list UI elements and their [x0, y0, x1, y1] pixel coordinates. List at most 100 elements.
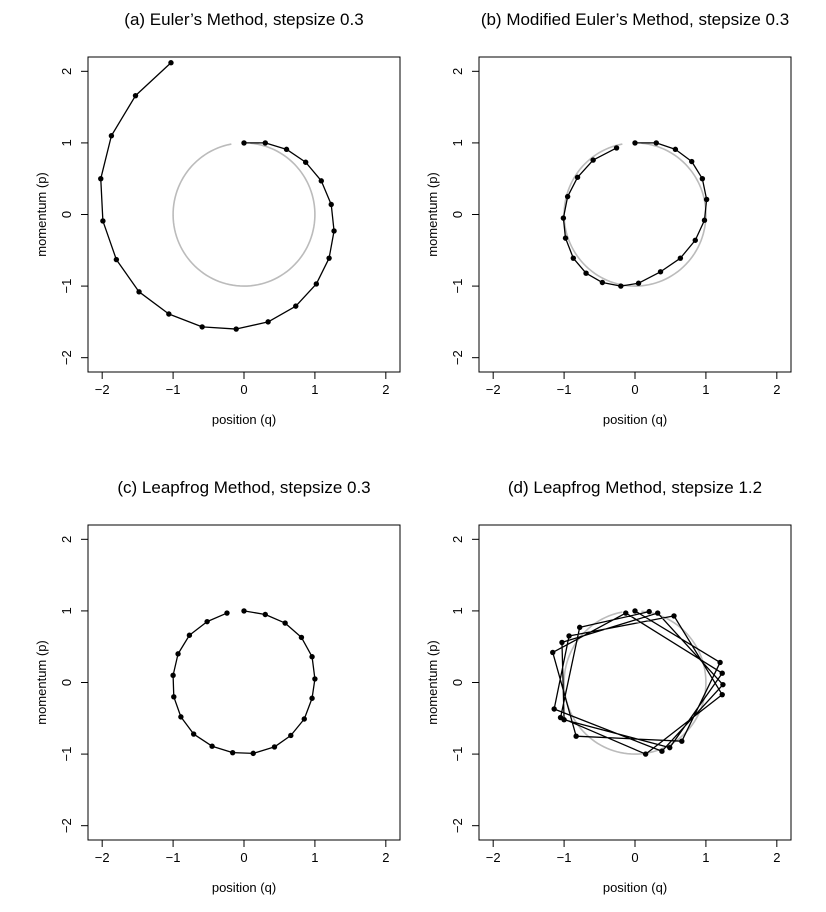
x-tick-label: −2: [95, 850, 110, 865]
trajectory-point: [309, 654, 315, 660]
x-tick-label: −1: [557, 850, 572, 865]
plot-frame: [87, 56, 401, 373]
trajectory-point: [204, 618, 210, 625]
trajectory-point: [632, 140, 638, 146]
trajectory-point: [265, 319, 271, 325]
y-axis-label: momentum (p): [34, 640, 49, 725]
trajectory-point: [560, 215, 567, 221]
x-axis-label: position (q): [212, 412, 276, 427]
trajectory-point: [199, 324, 205, 330]
trajectory-point: [701, 217, 708, 223]
trajectory-point: [293, 303, 299, 309]
x-axis-label: position (q): [603, 412, 667, 427]
y-tick-label: −1: [450, 747, 465, 762]
panel-title: (b) Modified Euler’s Method, stepsize 0.…: [481, 10, 789, 29]
trajectory-point: [282, 620, 288, 626]
trajectory-point: [250, 750, 256, 757]
trajectory-point: [209, 743, 215, 749]
y-tick-label: −2: [59, 350, 74, 365]
trajectory-point: [175, 651, 181, 657]
trajectory-point: [224, 610, 230, 616]
x-tick-label: 1: [311, 850, 318, 865]
y-tick-label: 0: [450, 211, 465, 218]
reference-circle: [563, 142, 707, 287]
x-tick-label: 0: [240, 850, 247, 865]
trajectory-point: [573, 733, 579, 739]
trajectory-point: [283, 146, 290, 153]
y-tick-label: 0: [59, 211, 74, 218]
trajectory-line: [552, 610, 724, 755]
trajectory-point: [98, 176, 104, 182]
trajectory-point: [328, 201, 334, 208]
x-tick-label: 1: [702, 382, 709, 397]
trajectory-line: [100, 62, 335, 330]
trajectory-point: [178, 714, 184, 720]
trajectory-point: [646, 608, 652, 615]
x-tick-label: 1: [311, 382, 318, 397]
trajectory-point: [623, 610, 629, 616]
trajectory-point: [653, 140, 659, 146]
trajectory-point: [108, 133, 115, 139]
panel-2: (b) Modified Euler’s Method, stepsize 0.…: [425, 10, 792, 427]
x-axis-label: position (q): [603, 880, 667, 895]
trajectory-point: [170, 672, 176, 679]
trajectory-point: [703, 196, 710, 203]
trajectory-point: [241, 608, 247, 614]
trajectory-point: [171, 694, 177, 700]
trajectory-point: [659, 748, 665, 754]
trajectory-point: [262, 140, 268, 146]
y-tick-label: 0: [450, 679, 465, 686]
trajectory-point: [599, 279, 606, 286]
y-tick-label: −2: [450, 350, 465, 365]
x-tick-label: 0: [631, 850, 638, 865]
y-tick-label: 1: [450, 139, 465, 146]
trajectory-point: [551, 706, 557, 712]
trajectory-point: [233, 326, 239, 332]
plot-frame: [478, 56, 792, 373]
trajectory-point: [590, 157, 596, 163]
x-tick-label: −1: [557, 382, 572, 397]
trajectory-point: [326, 255, 332, 261]
trajectory-point: [564, 193, 571, 200]
trajectory-point: [657, 269, 664, 275]
panel-4: (d) Leapfrog Method, stepsize 1.2 −2 −1 0 1 2…: [425, 478, 792, 895]
trajectory-point: [632, 608, 638, 614]
trajectory-point: [574, 174, 581, 180]
y-tick-label: 2: [59, 536, 74, 543]
trajectory-point: [166, 311, 172, 317]
trajectory-point: [190, 731, 197, 737]
panel-1: (a) Euler’s Method, stepsize 0.3 −2 −1 0 1 2 −…: [34, 10, 401, 427]
trajectory-point: [699, 176, 706, 182]
panel-3: (c) Leapfrog Method, stepsize 0.3 −2 −1 0 1 2…: [34, 478, 401, 895]
x-tick-label: 0: [631, 382, 638, 397]
y-axis-label: momentum (p): [425, 640, 440, 725]
trajectory-point: [576, 624, 583, 631]
trajectory-point: [720, 681, 726, 688]
x-tick-label: 2: [773, 850, 780, 865]
trajectory-point: [313, 281, 320, 287]
y-tick-label: −1: [450, 279, 465, 294]
y-tick-label: −2: [450, 818, 465, 833]
x-tick-label: 0: [240, 382, 247, 397]
trajectory-point: [642, 751, 649, 757]
y-tick-label: −1: [59, 747, 74, 762]
trajectory-point: [302, 159, 309, 165]
trajectory-point: [301, 716, 307, 722]
panel-title: (d) Leapfrog Method, stepsize 1.2: [508, 478, 762, 497]
plot-frame: [87, 524, 401, 841]
trajectory-point: [559, 639, 565, 646]
panel-title: (c) Leapfrog Method, stepsize 0.3: [117, 478, 370, 497]
y-tick-label: 1: [59, 607, 74, 614]
trajectory-point: [550, 649, 556, 656]
trajectory-point: [654, 610, 661, 616]
trajectory-point: [186, 632, 193, 638]
trajectory-point: [692, 237, 698, 243]
trajectory-point: [100, 218, 106, 224]
trajectory-point: [719, 691, 725, 698]
trajectory-point: [331, 228, 337, 234]
trajectory-point: [613, 145, 620, 151]
trajectory-point: [635, 280, 642, 286]
panel-title: (a) Euler’s Method, stepsize 0.3: [124, 10, 363, 29]
trajectory-point: [717, 659, 723, 666]
x-tick-label: 2: [773, 382, 780, 397]
